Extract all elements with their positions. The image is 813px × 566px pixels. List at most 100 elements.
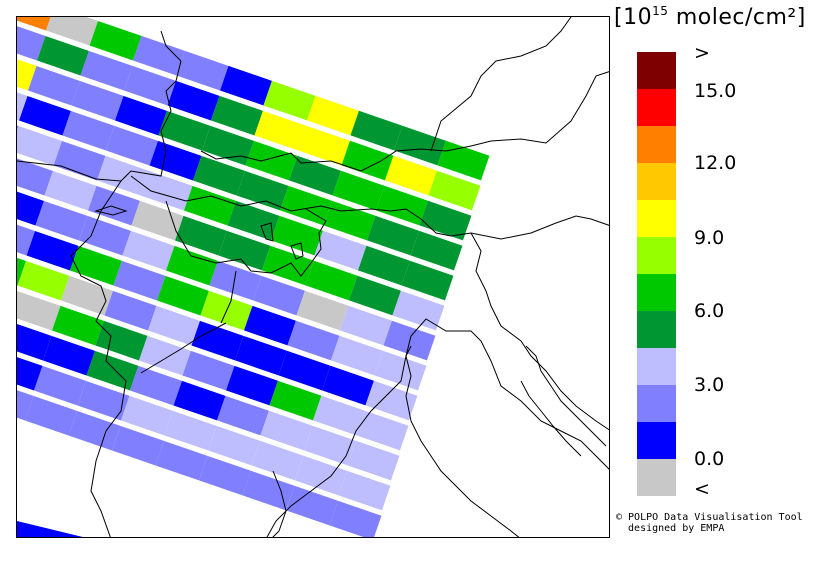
swath-pixel — [285, 485, 338, 526]
swath-pixel — [17, 215, 35, 256]
swath-pixel — [260, 410, 313, 451]
swath-pixel — [148, 305, 200, 346]
swath-pixel — [332, 170, 385, 211]
swath-pixel — [348, 275, 401, 316]
swath-pixel — [80, 50, 133, 91]
border-line — [220, 270, 237, 324]
swath-pixel — [17, 17, 55, 31]
swath-pixel — [350, 110, 403, 151]
swath-pixel — [17, 185, 44, 226]
swath-pixel — [366, 215, 419, 256]
swath-pixel — [130, 365, 182, 406]
credit-line-2: designed by EMPA — [616, 523, 725, 534]
swath-pixel — [133, 35, 185, 76]
swath-pixel — [329, 500, 382, 537]
credit-text: © POLPO Data Visualisation Tool designed… — [616, 512, 803, 534]
coastline-islands — [520, 380, 582, 457]
swath-pixel — [17, 320, 52, 361]
coastline — [405, 318, 609, 537]
swath-pixel — [254, 110, 307, 151]
swath-pixel — [175, 215, 227, 256]
swath-pixel — [26, 230, 79, 271]
swath-pixel — [323, 200, 376, 241]
swath-pixel — [158, 110, 211, 151]
swath-pixel — [312, 395, 365, 436]
swath-pixel — [288, 155, 341, 196]
swath-pixel — [365, 380, 418, 421]
swath-pixel — [182, 350, 235, 391]
swath-pixel — [25, 395, 77, 436]
swath-pixel — [263, 80, 316, 121]
swath-pixel — [176, 50, 229, 91]
swath-pixel — [17, 125, 62, 166]
swath-pixel — [236, 170, 289, 211]
swath-pixel — [321, 365, 374, 406]
swath-pixel — [384, 155, 437, 196]
legend-label-3: 3.0 — [694, 374, 725, 396]
legend-swatch — [637, 348, 676, 385]
swath-pixel — [43, 335, 95, 376]
legend-swatch — [637, 126, 676, 163]
swath-pixel — [167, 80, 220, 121]
coastline-islands — [525, 345, 607, 447]
swath-pixel — [155, 440, 208, 481]
swath-pixel — [184, 185, 236, 226]
swath-pixel — [330, 335, 383, 376]
swath-pixel — [243, 305, 296, 346]
swath-pixel — [251, 440, 304, 481]
legend-label-15: 15.0 — [694, 80, 737, 102]
swath-pixel — [112, 425, 164, 466]
swath-pixel — [70, 245, 122, 286]
credit-line-1: © POLPO Data Visualisation Tool — [616, 512, 803, 523]
lake — [290, 242, 304, 260]
swath-pixel — [428, 170, 481, 211]
swath-pixel — [35, 200, 88, 241]
legend-label-0: 0.0 — [694, 448, 725, 470]
swath-pixel — [46, 17, 98, 46]
swath-pixel — [62, 110, 115, 151]
swath-pixel — [270, 215, 323, 256]
swath-pixel — [227, 200, 280, 241]
swath-pixel — [306, 95, 359, 136]
swath-pixel — [68, 410, 121, 451]
legend-swatch — [637, 163, 676, 200]
coastline — [470, 232, 609, 431]
swath-pixel — [437, 140, 490, 181]
lake — [94, 205, 128, 216]
swath-pixel — [374, 350, 427, 391]
swath-pixel — [410, 230, 463, 271]
swath-pixel — [115, 95, 167, 136]
swath-pixel — [338, 470, 391, 511]
swath-pixel — [297, 125, 350, 166]
swath-pixel — [220, 65, 272, 106]
swath-pixel — [28, 65, 80, 106]
swath-pixel — [121, 395, 173, 436]
swath-pixel — [303, 425, 356, 466]
legend-swatch — [637, 52, 676, 89]
swath-pixel — [164, 410, 217, 451]
swath-pixel — [97, 155, 149, 196]
map-svg — [17, 17, 609, 537]
swath-pixel — [139, 335, 191, 376]
swath-pixel — [140, 170, 193, 211]
legend-swatch — [637, 385, 676, 422]
map-panel — [16, 16, 610, 538]
legend-unit-prefix: [10 — [614, 5, 653, 30]
swath-pixel — [124, 65, 176, 106]
satellite-swaths — [17, 17, 490, 537]
swath-pixel — [191, 320, 244, 361]
swath-pixel — [106, 125, 158, 166]
swath-pixel — [52, 305, 104, 346]
swath-pixel — [242, 470, 295, 511]
legend-label-12: 12.0 — [694, 152, 737, 174]
swath-pixel — [287, 320, 340, 361]
legend-label-6: 6.0 — [694, 300, 725, 322]
swath-pixel — [53, 140, 106, 181]
border-line — [17, 30, 182, 182]
border-line — [70, 180, 127, 537]
swath-pixel — [122, 230, 175, 271]
swath-pixel — [89, 20, 142, 61]
swath-pixel — [356, 410, 409, 451]
swath-pixel — [149, 140, 202, 181]
swath-pixel — [17, 260, 70, 301]
